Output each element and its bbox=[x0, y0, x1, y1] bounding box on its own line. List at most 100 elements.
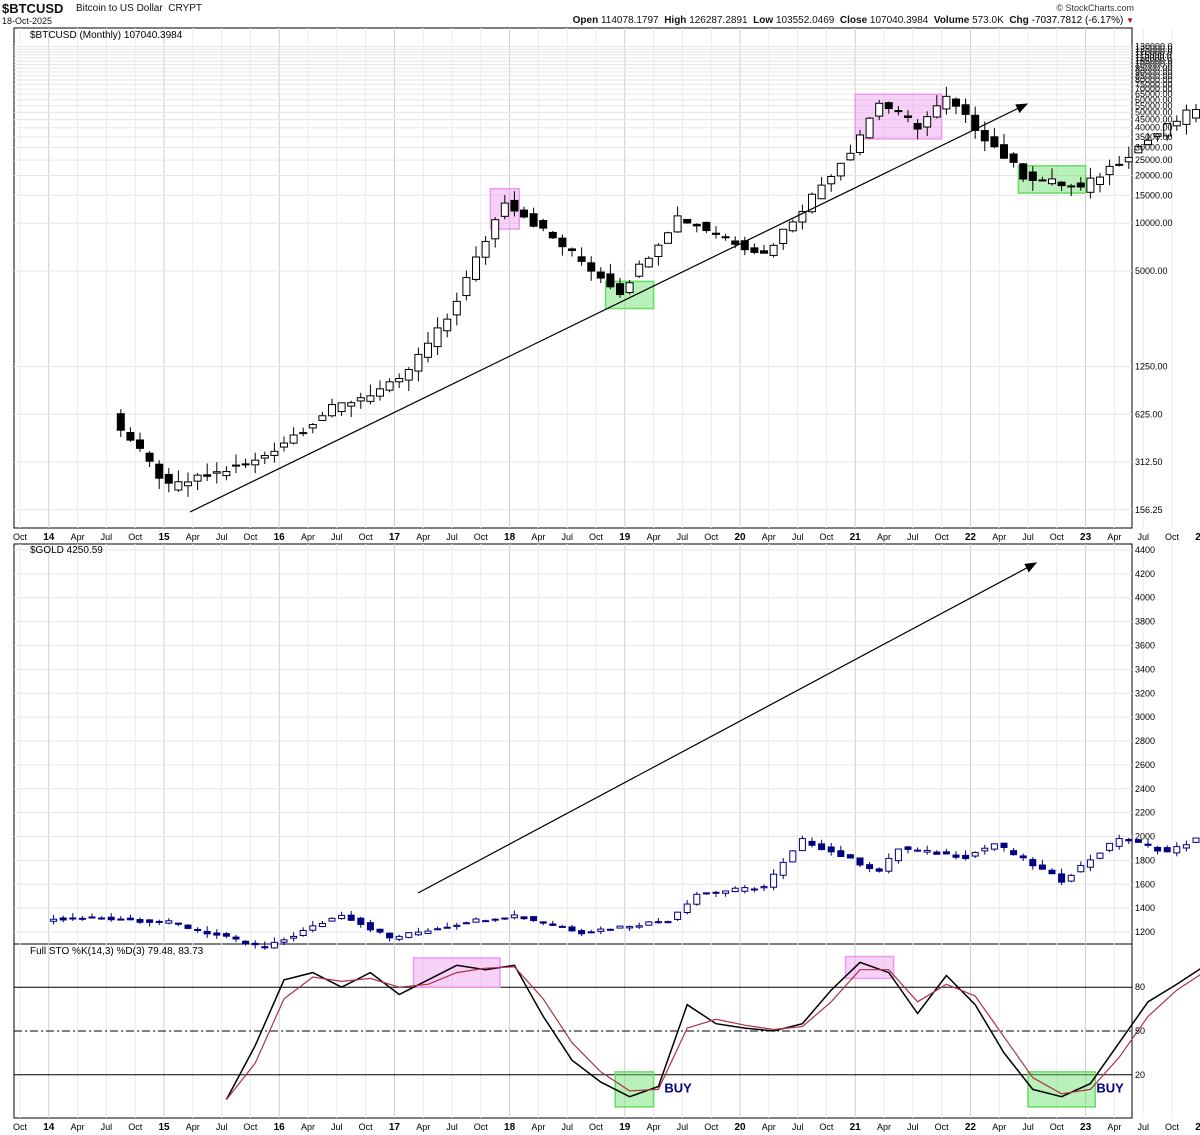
btc-y-tick-label: 10000.00 bbox=[1135, 218, 1173, 228]
gold-candle bbox=[808, 840, 816, 846]
gold-candle bbox=[942, 851, 950, 855]
x-tick-label-bottom: Apr bbox=[762, 1122, 776, 1132]
btc-y-tick-label: 5000.00 bbox=[1135, 266, 1168, 276]
x-tick-label-bottom: Apr bbox=[877, 1122, 891, 1132]
gold-candle bbox=[78, 917, 86, 920]
btc-candle bbox=[961, 104, 970, 115]
gold-candle bbox=[338, 914, 346, 920]
gold-candle bbox=[309, 925, 317, 931]
gold-candle bbox=[990, 843, 998, 850]
btc-candle bbox=[481, 240, 490, 258]
gold-y-tick-label: 2400 bbox=[1135, 784, 1155, 794]
btc-candle bbox=[299, 432, 308, 435]
btc-candle bbox=[1038, 179, 1047, 182]
btc-candle bbox=[164, 473, 173, 484]
btc-candle bbox=[443, 318, 452, 332]
x-tick-label-top: Jul bbox=[677, 532, 689, 542]
btc-y-tick-label: 105000.0 bbox=[1135, 56, 1173, 66]
gold-candle bbox=[520, 916, 528, 920]
gold-candle bbox=[213, 932, 221, 936]
btc-candle bbox=[1192, 109, 1200, 119]
btc-candle bbox=[251, 459, 260, 466]
x-tick-label-top: Oct bbox=[704, 532, 719, 542]
x-tick-label-bottom: Apr bbox=[531, 1122, 545, 1132]
gold-y-tick-label: 3200 bbox=[1135, 688, 1155, 698]
x-tick-label-top: Apr bbox=[762, 532, 776, 542]
symbol-title[interactable]: $BTCUSD bbox=[2, 1, 64, 16]
gold-candle bbox=[59, 917, 67, 921]
x-tick-label-bottom: 20 bbox=[734, 1122, 746, 1133]
x-tick-label-top: Apr bbox=[877, 532, 891, 542]
gold-candle bbox=[722, 890, 730, 894]
gold-candle bbox=[69, 917, 77, 920]
btc-candle bbox=[433, 327, 442, 348]
gold-candle bbox=[981, 847, 989, 852]
gold-candle bbox=[587, 931, 595, 934]
ohlc-readout: Open 114078.1797 High 126287.2891 Low 10… bbox=[572, 15, 1134, 26]
gold-candle bbox=[386, 932, 394, 939]
x-tick-label-bottom: Oct bbox=[935, 1122, 950, 1132]
gold-candle bbox=[453, 924, 461, 927]
x-tick-label-bottom: Jul bbox=[677, 1122, 689, 1132]
btc-candle bbox=[846, 152, 855, 161]
x-tick-label-bottom: 22 bbox=[965, 1122, 977, 1133]
gold-candle bbox=[510, 914, 518, 919]
btc-candle bbox=[952, 98, 960, 107]
x-tick-label-top: Apr bbox=[647, 532, 661, 542]
btc-candle bbox=[222, 471, 231, 477]
x-tick-label-top: Oct bbox=[589, 532, 604, 542]
btc-y-tick-label: 625.00 bbox=[1135, 409, 1163, 419]
gold-candle bbox=[98, 917, 106, 920]
x-tick-label-top: Jul bbox=[446, 532, 458, 542]
gold-candle bbox=[1048, 869, 1056, 875]
x-tick-label-top: Apr bbox=[301, 532, 315, 542]
gold-candle bbox=[1115, 838, 1123, 847]
copyright-text[interactable]: © StockCharts.com bbox=[1056, 3, 1134, 13]
gold-candle bbox=[203, 930, 211, 935]
btc-candle bbox=[116, 413, 125, 431]
x-tick-label-bottom: Oct bbox=[589, 1122, 604, 1132]
x-tick-label-bottom: Apr bbox=[647, 1122, 661, 1132]
grid-layer bbox=[14, 28, 1173, 1118]
btc-candle bbox=[654, 244, 663, 258]
x-tick-label-top: Oct bbox=[128, 532, 143, 542]
btc-candle bbox=[1172, 120, 1181, 127]
btc-y-tick-label: 65000.00 bbox=[1135, 89, 1173, 99]
btc-candle bbox=[913, 122, 922, 130]
x-tick-label-bottom: Jul bbox=[792, 1122, 804, 1132]
x-tick-label-top: Jul bbox=[331, 532, 343, 542]
gold-candle bbox=[165, 920, 173, 924]
gold-candle bbox=[107, 916, 115, 921]
x-tick-label-top: 22 bbox=[965, 532, 977, 543]
x-tick-label-top: Oct bbox=[819, 532, 834, 542]
gold-candle bbox=[1182, 844, 1190, 849]
gold-candle bbox=[904, 846, 912, 850]
gold-candle bbox=[405, 932, 413, 938]
gold-candle bbox=[366, 922, 374, 931]
gold-candle bbox=[837, 850, 845, 857]
gold-candle bbox=[626, 926, 634, 929]
btc-candle bbox=[1019, 163, 1028, 180]
x-tick-label-top: 18 bbox=[504, 532, 516, 543]
btc-candle bbox=[798, 211, 807, 223]
btc-candle bbox=[712, 232, 720, 235]
gold-candle bbox=[328, 917, 336, 922]
btc-candle bbox=[193, 474, 202, 482]
x-tick-label-top: Oct bbox=[243, 532, 258, 542]
gold-candle bbox=[1019, 855, 1027, 859]
btc-candle bbox=[1105, 165, 1114, 176]
btc-panel-title: $BTCUSD (Monthly) 107040.3984 bbox=[30, 30, 183, 41]
gold-candle bbox=[414, 931, 422, 936]
gold-candle bbox=[443, 926, 451, 929]
x-tick-label-top: 17 bbox=[389, 532, 401, 543]
x-tick-label-bottom: Oct bbox=[13, 1122, 28, 1132]
btc-candle bbox=[990, 136, 999, 148]
x-tick-label-bottom: Oct bbox=[819, 1122, 834, 1132]
chart-date: 18-Oct-2025 bbox=[2, 16, 53, 26]
btc-y-tick-label: 25000.00 bbox=[1135, 155, 1173, 165]
btc-candle bbox=[865, 117, 874, 139]
btc-candle bbox=[932, 105, 941, 118]
gold-candle bbox=[155, 920, 163, 923]
gold-candle bbox=[798, 838, 806, 852]
x-tick-label-top: Jul bbox=[561, 532, 573, 542]
